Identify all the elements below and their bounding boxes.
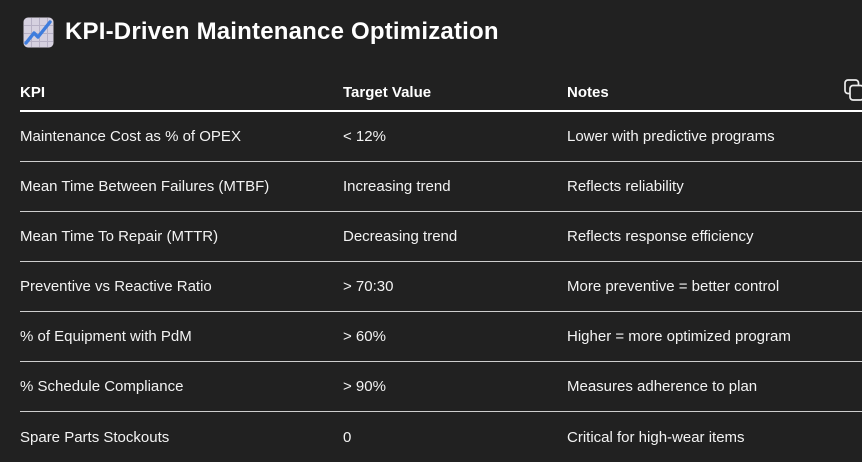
column-header-target: Target Value xyxy=(343,84,432,101)
kpi-cell: % of Equipment with PdM xyxy=(20,328,192,345)
table-row: % of Equipment with PdM > 60% Higher = m… xyxy=(20,312,862,362)
target-cell: Increasing trend xyxy=(343,178,451,195)
kpi-cell: Mean Time Between Failures (MTBF) xyxy=(20,178,270,195)
table-header-row: KPI Target Value Notes xyxy=(20,75,862,112)
kpi-cell: Maintenance Cost as % of OPEX xyxy=(20,128,241,145)
table-row: Maintenance Cost as % of OPEX < 12% Lowe… xyxy=(20,112,862,162)
notes-cell: Measures adherence to plan xyxy=(567,378,758,395)
target-cell: > 70:30 xyxy=(343,278,394,295)
copy-icon xyxy=(844,79,862,101)
page-title: KPI-Driven Maintenance Optimization xyxy=(65,18,499,45)
notes-cell: More preventive = better control xyxy=(567,278,780,295)
column-header-kpi: KPI xyxy=(20,84,46,101)
kpi-cell: Preventive vs Reactive Ratio xyxy=(20,278,212,295)
notes-cell: Higher = more optimized program xyxy=(567,328,791,345)
notes-cell: Critical for high-wear items xyxy=(567,428,745,446)
kpi-table: KPI Target Value Notes Maintenance Cost … xyxy=(20,75,862,462)
table-row: % Schedule Compliance > 90% Measures adh… xyxy=(20,362,862,412)
page-header: KPI-Driven Maintenance Optimization xyxy=(22,13,862,51)
kpi-cell: Spare Parts Stockouts xyxy=(20,428,170,446)
notes-cell: Lower with predictive programs xyxy=(567,128,775,145)
chart-increasing-icon xyxy=(23,17,54,47)
table-row: Mean Time Between Failures (MTBF) Increa… xyxy=(20,162,862,212)
table-row: Mean Time To Repair (MTTR) Decreasing tr… xyxy=(20,212,862,262)
notes-cell: Reflects response efficiency xyxy=(567,228,754,245)
target-cell: > 60% xyxy=(343,328,386,345)
table-row: Spare Parts Stockouts 0 Critical for hig… xyxy=(20,412,862,462)
target-cell: < 12% xyxy=(343,128,386,145)
target-cell: 0 xyxy=(343,428,352,446)
kpi-cell: Mean Time To Repair (MTTR) xyxy=(20,228,219,245)
kpi-cell: % Schedule Compliance xyxy=(20,378,184,395)
notes-cell: Reflects reliability xyxy=(567,178,684,195)
copy-table-button[interactable] xyxy=(843,78,862,106)
target-cell: > 90% xyxy=(343,378,386,395)
column-header-notes: Notes xyxy=(567,84,609,101)
table-row: Preventive vs Reactive Ratio > 70:30 Mor… xyxy=(20,262,862,312)
target-cell: Decreasing trend xyxy=(343,228,458,245)
